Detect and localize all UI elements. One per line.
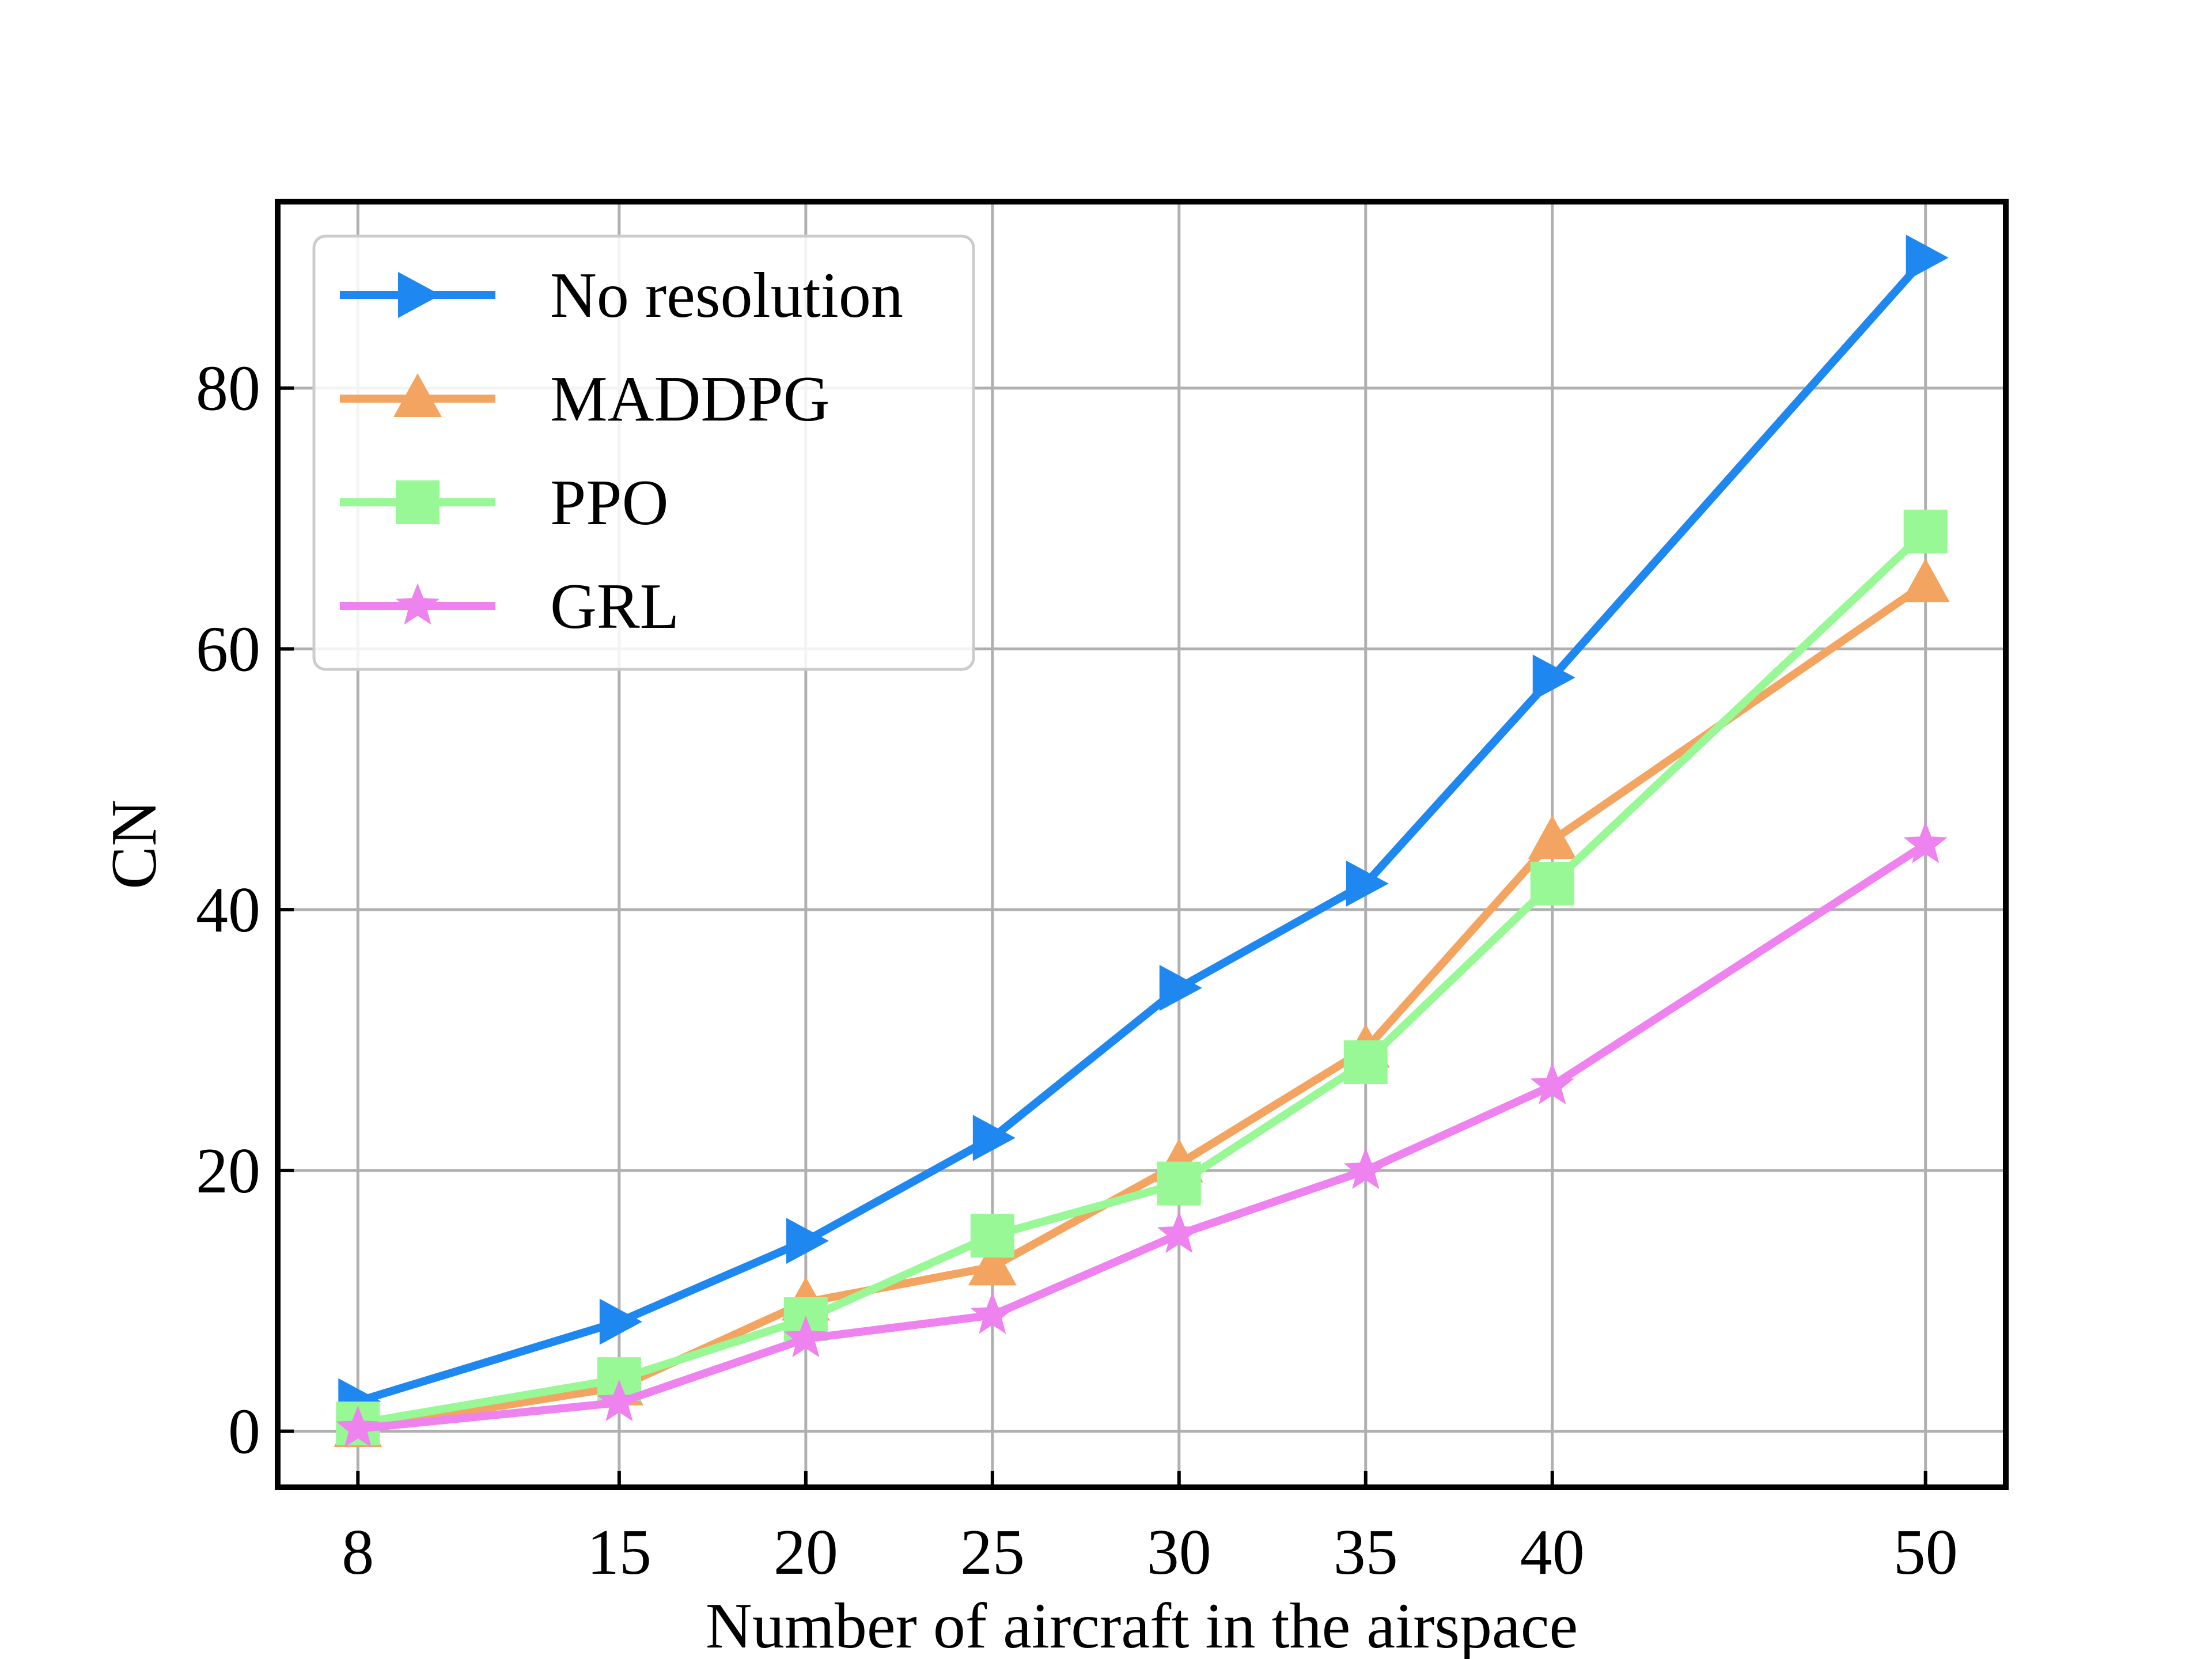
series-no-resolution — [338, 234, 1949, 1425]
legend-box — [312, 234, 975, 671]
series-maddpg — [334, 558, 1950, 1448]
data-point — [1530, 861, 1574, 906]
legend: No resolution MADDPG PPO GRL — [312, 234, 975, 671]
y-tick-label: 0 — [228, 1396, 260, 1468]
data-point — [1159, 965, 1202, 1012]
data-point — [1901, 558, 1950, 603]
series-grl — [336, 821, 1948, 1448]
series-line — [357, 255, 1929, 1406]
y-tick-label: 60 — [196, 613, 260, 685]
series-line — [357, 580, 1928, 1433]
series-layer — [334, 234, 1950, 1448]
legend-label: No resolution — [550, 260, 903, 331]
x-tick-label: 30 — [1147, 1517, 1211, 1588]
x-tick-label: 20 — [774, 1517, 838, 1588]
legend-label: GRL — [550, 571, 679, 642]
x-tick-label: 8 — [342, 1517, 374, 1588]
axis-ticks: 8 15 20 25 30 35 40 50 0 20 40 60 80 — [196, 353, 1958, 1588]
data-point — [968, 1241, 1017, 1286]
data-point — [1530, 1062, 1574, 1105]
legend-item: GRL — [340, 571, 679, 642]
y-tick-label: 20 — [196, 1135, 260, 1207]
y-axis-title: CN — [99, 800, 170, 889]
data-point — [1343, 1040, 1388, 1085]
data-point — [970, 1292, 1014, 1334]
data-point — [336, 1406, 380, 1448]
data-point — [970, 1214, 1014, 1258]
data-point — [786, 1218, 829, 1264]
x-tick-label: 35 — [1334, 1517, 1398, 1588]
data-point — [1343, 1147, 1388, 1190]
x-tick-label: 40 — [1520, 1517, 1585, 1588]
x-tick-label: 25 — [960, 1517, 1025, 1588]
data-point — [1157, 1161, 1201, 1206]
data-point — [1532, 654, 1575, 701]
plot-frame — [275, 199, 2009, 1490]
data-point — [1906, 234, 1949, 281]
data-point — [1157, 1211, 1201, 1253]
data-point — [1903, 821, 1948, 863]
legend-marker — [393, 373, 442, 417]
data-point — [599, 1298, 642, 1345]
y-tick-label: 40 — [196, 874, 260, 946]
legend-item: PPO — [340, 467, 668, 539]
series-line — [357, 841, 1928, 1433]
legend-item: MADDPG — [340, 363, 830, 435]
legend-marker — [396, 480, 440, 524]
data-point — [1528, 815, 1577, 859]
data-point — [1903, 509, 1948, 554]
data-point — [1346, 860, 1389, 907]
legend-marker — [396, 583, 440, 625]
legend-item: No resolution — [340, 260, 903, 331]
x-axis-title: Number of aircraft in the airspace — [706, 1590, 1578, 1659]
legend-label: MADDPG — [550, 363, 830, 435]
y-tick-label: 80 — [196, 353, 260, 425]
legend-label: PPO — [550, 467, 668, 539]
x-tick-label: 50 — [1893, 1517, 1958, 1588]
series-line — [357, 528, 1929, 1428]
legend-marker — [398, 272, 441, 318]
data-point — [783, 1315, 828, 1358]
data-point — [972, 1115, 1016, 1161]
x-tick-label: 15 — [587, 1517, 652, 1588]
data-point — [597, 1379, 641, 1422]
